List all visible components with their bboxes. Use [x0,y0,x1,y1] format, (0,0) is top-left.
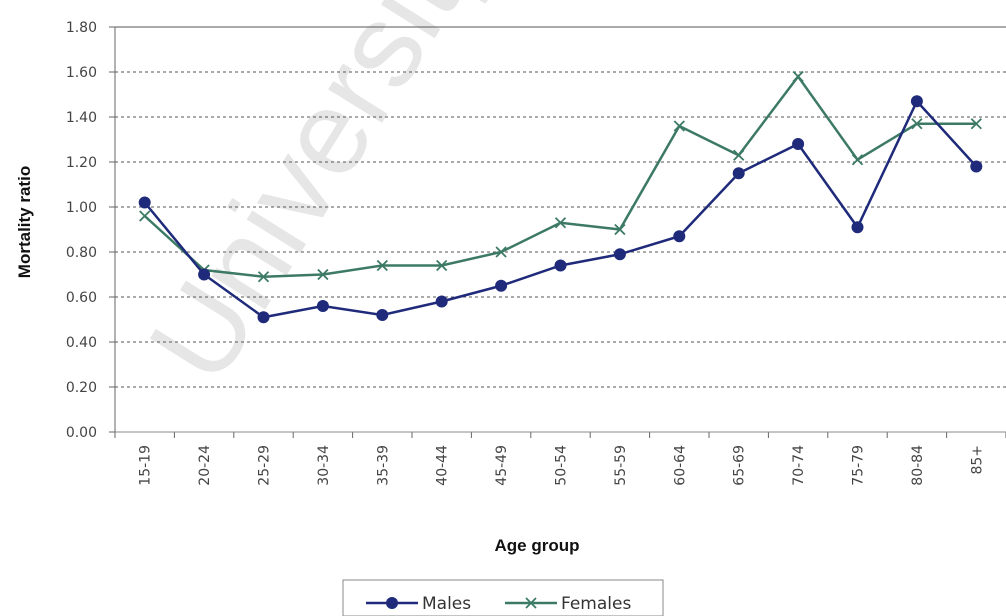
marker-stroke [257,271,270,283]
x-tick-label: 55-59 [613,445,629,486]
point-females [911,118,923,130]
point-males [257,311,270,324]
point-females [673,120,685,132]
y-axis-title: Mortality ratio [15,166,34,278]
point-males [495,279,508,292]
point-males [910,95,923,108]
point-females [317,268,329,281]
point-males [613,248,626,261]
y-tick-label: 0.60 [66,290,97,306]
marker-stroke [673,120,685,132]
y-axis-ticks: 0.00 0.20 0.40 0.60 0.80 1.00 1.20 1.40 1.60 1.80 [66,20,115,441]
x-tick-label: 65-69 [732,445,748,486]
x-axis-ticks: 15-19 20-24 25-29 30-34 35-39 40-44 45-49 50-54… [114,432,1006,486]
marker-stroke [376,259,388,272]
point-females [495,246,507,258]
y-tick-label: 0.00 [66,425,97,441]
point-females [614,223,626,236]
marker-stroke [911,118,923,130]
x-tick-label: 40-44 [435,445,451,486]
watermark-text: University of [123,0,587,404]
legend-marker-females [525,597,537,609]
x-tick-label: 50-54 [554,445,570,486]
point-females [970,118,982,130]
y-tick-label: 1.40 [66,110,97,126]
series-group [138,70,983,324]
x-tick-label: 60-64 [672,445,688,486]
marker-stroke [554,217,567,229]
legend: Males Females [342,579,664,616]
point-males [970,160,983,173]
marker-stroke [317,268,329,281]
x-tick-label: 85+ [969,445,985,475]
x-tick-label: 35-39 [375,445,391,486]
y-tick-label: 1.60 [66,65,97,81]
point-females [851,154,864,166]
marker-stroke [525,597,537,609]
point-males [673,230,686,243]
x-tick-label: 75-79 [851,445,867,486]
point-females [554,217,567,229]
point-males [792,138,805,150]
marker-stroke [970,118,982,130]
marker-stroke [614,223,626,236]
y-tick-label: 1.20 [66,155,97,171]
point-females [139,210,151,222]
x-tick-label: 20-24 [197,445,213,486]
point-males [316,300,329,312]
x-tick-label: 80-84 [910,445,926,486]
y-tick-label: 1.80 [66,20,97,36]
marker-stroke [851,154,864,166]
x-tick-label: 25-29 [257,445,273,486]
point-females [376,259,388,272]
y-tick-label: 0.40 [66,335,97,351]
marker-stroke [792,70,804,83]
point-males [554,259,567,272]
y-tick-label: 0.80 [66,245,97,261]
point-males [435,295,448,308]
x-tick-label: 45-49 [494,445,510,486]
point-males [732,167,745,180]
legend-label-males: Males [422,594,471,614]
point-males [198,268,211,281]
marker-stroke [436,259,448,272]
y-tick-label: 0.20 [66,380,97,396]
legend-marker-males [386,597,398,609]
point-males [851,221,864,234]
axes [114,27,1006,433]
grid-lines [115,26,1006,388]
marker-stroke [495,246,507,258]
marker-stroke [139,210,151,222]
x-tick-label: 30-34 [316,445,332,486]
point-males [138,196,151,209]
point-females [733,149,745,161]
point-females [436,259,448,272]
x-axis-title: Age group [495,536,580,555]
x-tick-label: 15-19 [138,445,154,486]
point-females [792,70,804,83]
x-tick-label: 70-74 [791,445,807,486]
point-females [257,271,270,283]
legend-label-females: Females [561,594,631,614]
y-tick-label: 1.00 [66,200,97,216]
point-males [376,309,389,321]
marker-stroke [733,149,745,161]
legend-box [342,579,664,616]
